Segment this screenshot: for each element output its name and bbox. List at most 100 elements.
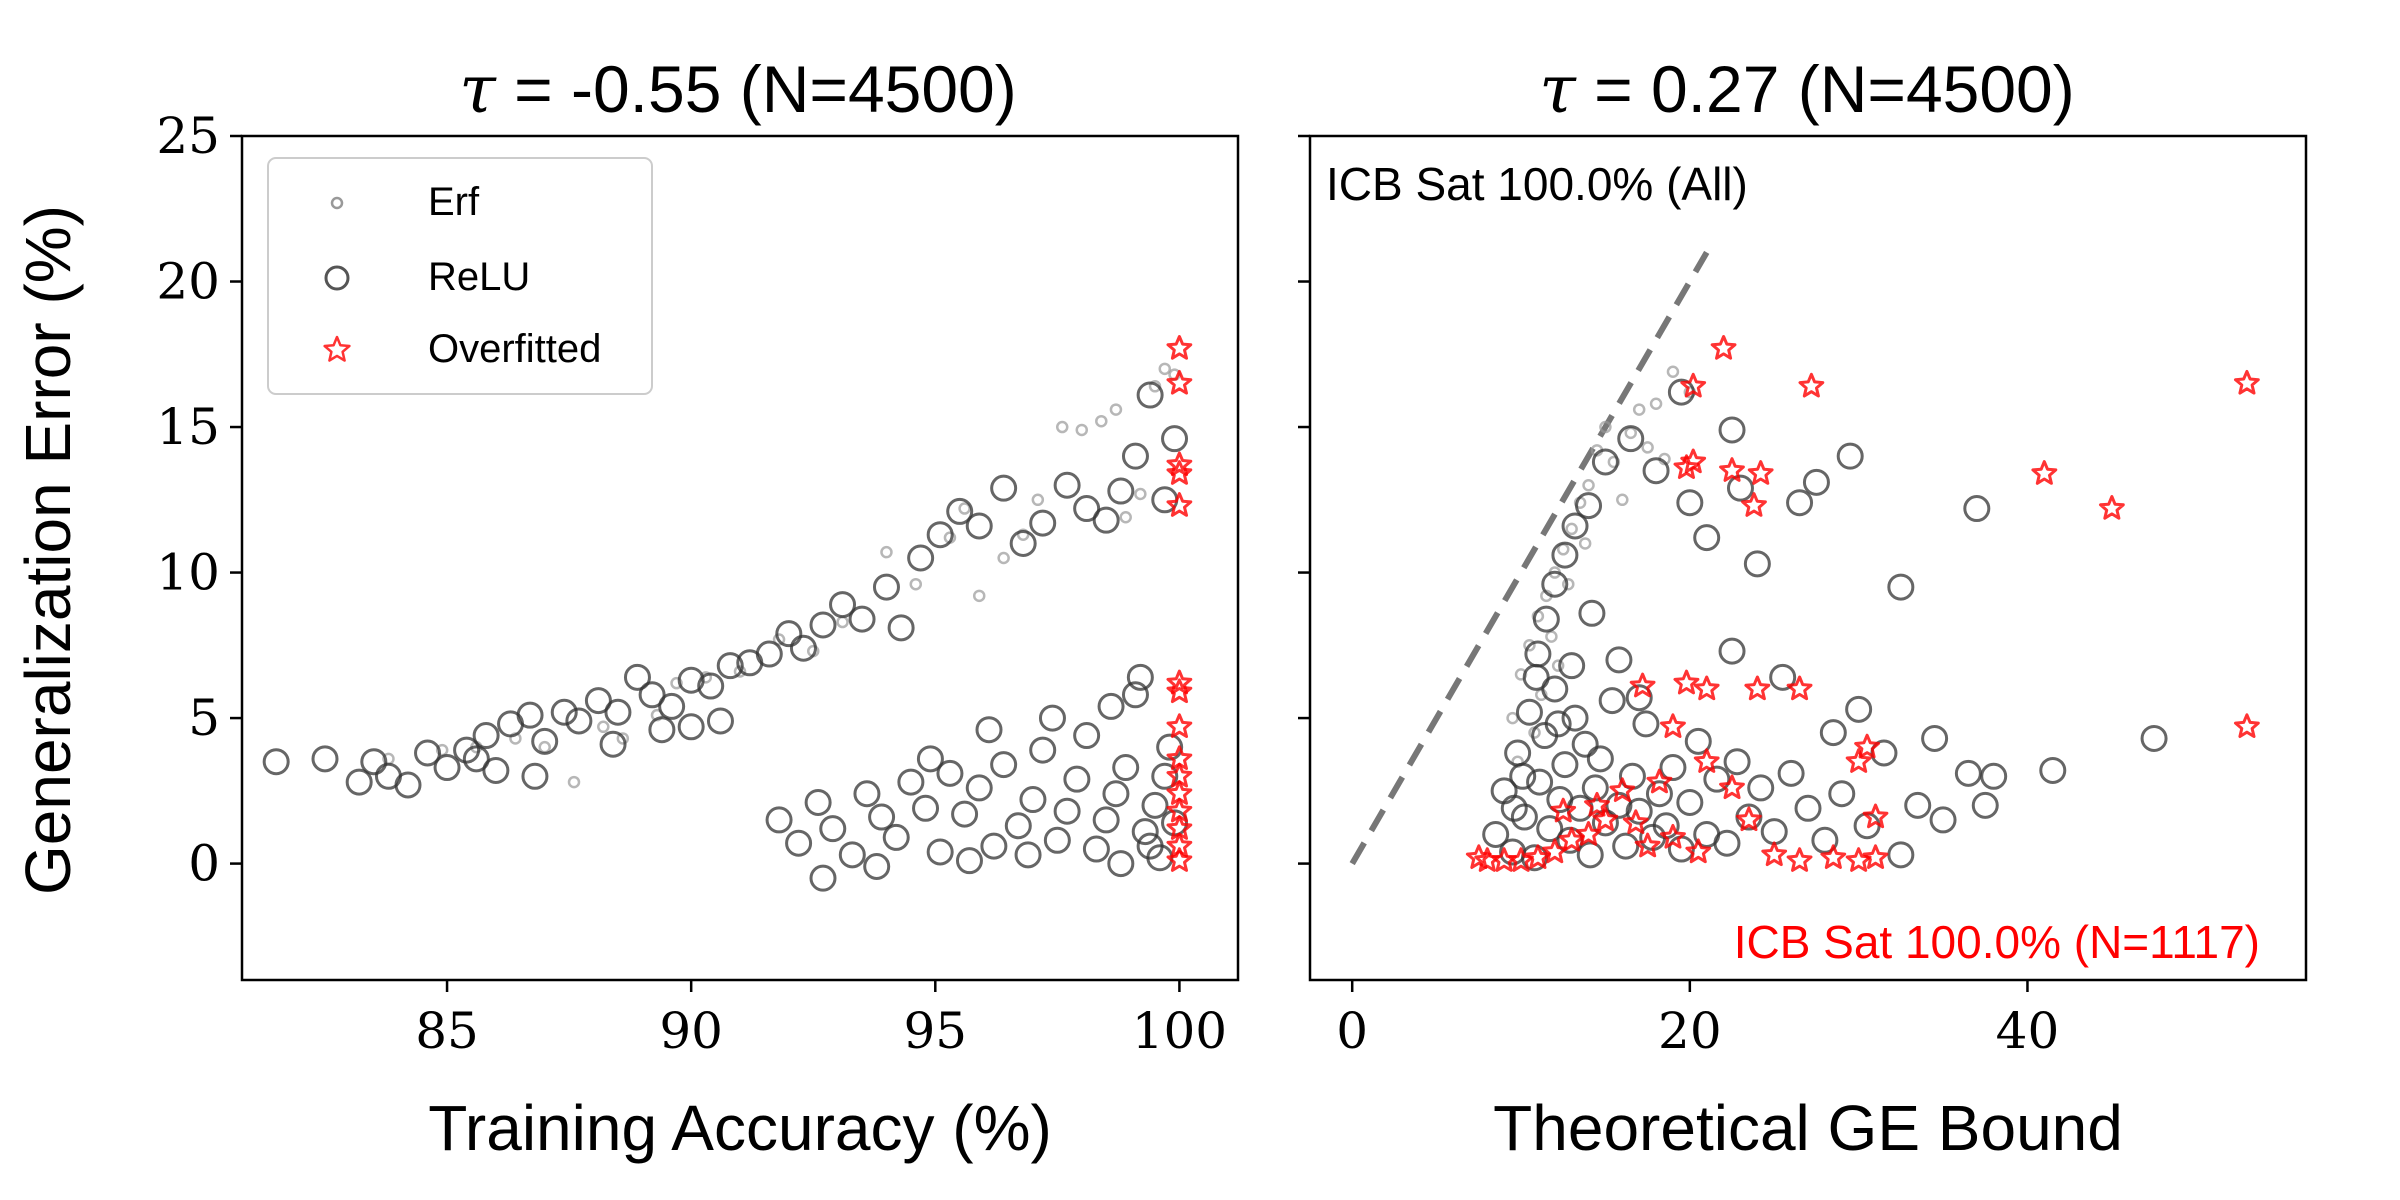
relu-point [1043, 826, 1071, 854]
overfitted-point [1845, 748, 1872, 773]
relu-point [1617, 425, 1645, 453]
erf-point [1545, 630, 1558, 643]
relu-point [916, 745, 944, 773]
relu-point [804, 788, 832, 816]
relu-point [1504, 739, 1532, 767]
relu-point [1161, 425, 1189, 453]
relu-point [1107, 477, 1135, 505]
erf-point [1506, 711, 1519, 725]
title-text-right: = 0.27 (N=4500) [1576, 52, 2075, 126]
overfitted-point [1166, 847, 1193, 872]
relu-point [565, 707, 593, 735]
overfitted-point [1719, 774, 1745, 800]
relu-point [1151, 762, 1179, 790]
relu-point [677, 713, 705, 741]
relu-point [1760, 818, 1788, 846]
erf-point [1109, 403, 1123, 416]
relu-point [853, 780, 881, 808]
relu-point [1693, 524, 1721, 552]
erf-point [1134, 487, 1147, 501]
relu-point [1819, 719, 1847, 747]
overfitted-point [1798, 372, 1825, 398]
relu-point [1713, 829, 1741, 857]
erf-point [1095, 414, 1108, 428]
relu-point [1014, 841, 1042, 869]
relu-point [1769, 663, 1797, 691]
overfitted-point [1719, 457, 1745, 482]
relu-point [1131, 818, 1159, 846]
relu-point [1703, 765, 1731, 793]
relu-point [829, 591, 857, 619]
relu-point [1073, 495, 1101, 523]
legend-label-relu: ReLU [428, 255, 530, 299]
erf-point [1055, 420, 1069, 434]
x-tick-label: 40 [1996, 1002, 2060, 1060]
erf-point [958, 502, 971, 515]
erf-point [1599, 420, 1612, 434]
erf-point [1562, 577, 1575, 591]
erf-point [1666, 365, 1680, 378]
relu-point [2140, 724, 2168, 752]
relu-point [765, 806, 793, 834]
relu-point [531, 727, 559, 755]
relu-point [1963, 495, 1991, 523]
relu-point [1971, 791, 1999, 819]
relu-point [1136, 832, 1164, 860]
relu-point [1625, 684, 1653, 712]
y-tick-label: 20 [156, 253, 220, 311]
legend-label-erf: Erf [428, 180, 480, 224]
relu-point [907, 544, 935, 572]
relu-point [926, 838, 954, 866]
x-tick-label: 20 [1658, 1002, 1722, 1060]
axes-right: 0 20 40 [1298, 134, 2060, 1060]
erf-point [997, 551, 1010, 565]
erf-point [1075, 423, 1089, 437]
relu-point [1575, 492, 1603, 520]
relu-point [1500, 794, 1528, 822]
relu-point [482, 756, 510, 784]
relu-point [414, 739, 442, 767]
relu-point [677, 666, 705, 694]
relu-point [1121, 442, 1149, 470]
relu-point [882, 823, 910, 851]
overfitted-point [1166, 335, 1193, 360]
relu-point [1053, 471, 1081, 499]
erf-point [1158, 362, 1172, 376]
relu-point [1887, 841, 1915, 869]
title-text-left: = -0.55 (N=4500) [496, 52, 1017, 126]
relu-point [1156, 733, 1184, 761]
relu-point [1578, 599, 1606, 627]
relu-point [1605, 646, 1633, 674]
erf-point [836, 615, 849, 629]
erf-point [1641, 441, 1654, 454]
y-axis-label: Generalization Error (%) [12, 205, 84, 895]
erf-point [1616, 493, 1629, 507]
relu-point [1743, 550, 1771, 578]
overfitted-point [1747, 460, 1774, 485]
relu-point [965, 774, 993, 802]
relu-point [1112, 754, 1140, 782]
erf-point [880, 545, 893, 559]
relu-point [1659, 754, 1687, 782]
relu-point [912, 794, 940, 822]
overfitted-point [1166, 669, 1193, 695]
relu-point [1723, 748, 1751, 776]
relu-point [1558, 652, 1586, 680]
scatter-panel-left: τ = -0.55 (N=4500) 85 90 95 100 0 5 10 15 20 25 T… [156, 51, 1240, 1164]
overfitted-point [1575, 821, 1602, 846]
relu-point [1053, 797, 1081, 825]
relu-point [2039, 756, 2067, 784]
overfitted-point [1584, 791, 1610, 817]
erf-point [616, 732, 630, 745]
x-tick-label: 100 [1132, 1002, 1227, 1060]
overfitted-point [1166, 678, 1193, 704]
legend-box [267, 157, 653, 395]
overfitted-point [2031, 460, 2058, 485]
erf-point [1632, 403, 1646, 416]
legend: Erf ReLU Overfitted [267, 157, 653, 395]
relu-point [1141, 791, 1169, 819]
relu-point [1082, 835, 1110, 863]
legend-marker-erf [330, 196, 344, 210]
relu-point [623, 663, 651, 691]
overfitted-point [1609, 777, 1636, 802]
